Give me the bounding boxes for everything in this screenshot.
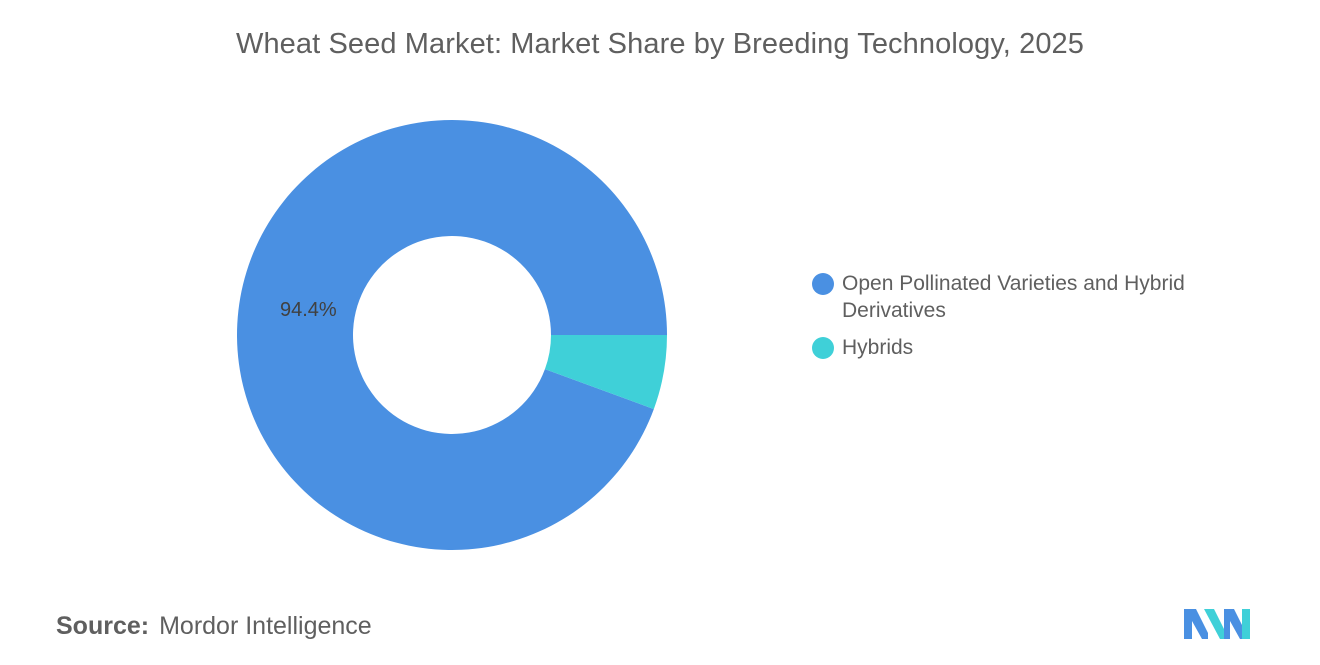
source-value: Mordor Intelligence: [159, 612, 372, 640]
chart-title: Wheat Seed Market: Market Share by Breed…: [235, 28, 1085, 60]
slice-data-label-0: 94.4%: [280, 299, 337, 321]
mordor-intelligence-logo: [1184, 609, 1250, 639]
logo-shape-left: [1184, 609, 1208, 639]
legend-swatch-open-pollinated: [812, 273, 834, 295]
donut-labels: 94.4%: [280, 299, 337, 321]
donut-slices: [236, 119, 667, 550]
logo-shape-middle: [1204, 609, 1226, 639]
legend-item-open-pollinated: Open Pollinated Varieties and Hybrid Der…: [812, 270, 1252, 324]
source-note: Source: Mordor Intelligence: [56, 612, 372, 641]
legend-label-hybrids: Hybrids: [842, 336, 914, 359]
logo-bar: [1242, 609, 1250, 639]
legend: Open Pollinated Varieties and Hybrid Der…: [812, 270, 1252, 371]
legend-item-hybrids: Hybrids: [812, 334, 1252, 361]
legend-swatch-hybrids: [812, 337, 834, 359]
legend-label-open-pollinated: Open Pollinated Varieties and Hybrid Der…: [842, 272, 1185, 322]
logo-shape-right: [1224, 609, 1246, 639]
donut-slice-0: [236, 119, 667, 550]
donut-slice-1: [544, 335, 667, 410]
source-label: Source:: [56, 612, 150, 640]
